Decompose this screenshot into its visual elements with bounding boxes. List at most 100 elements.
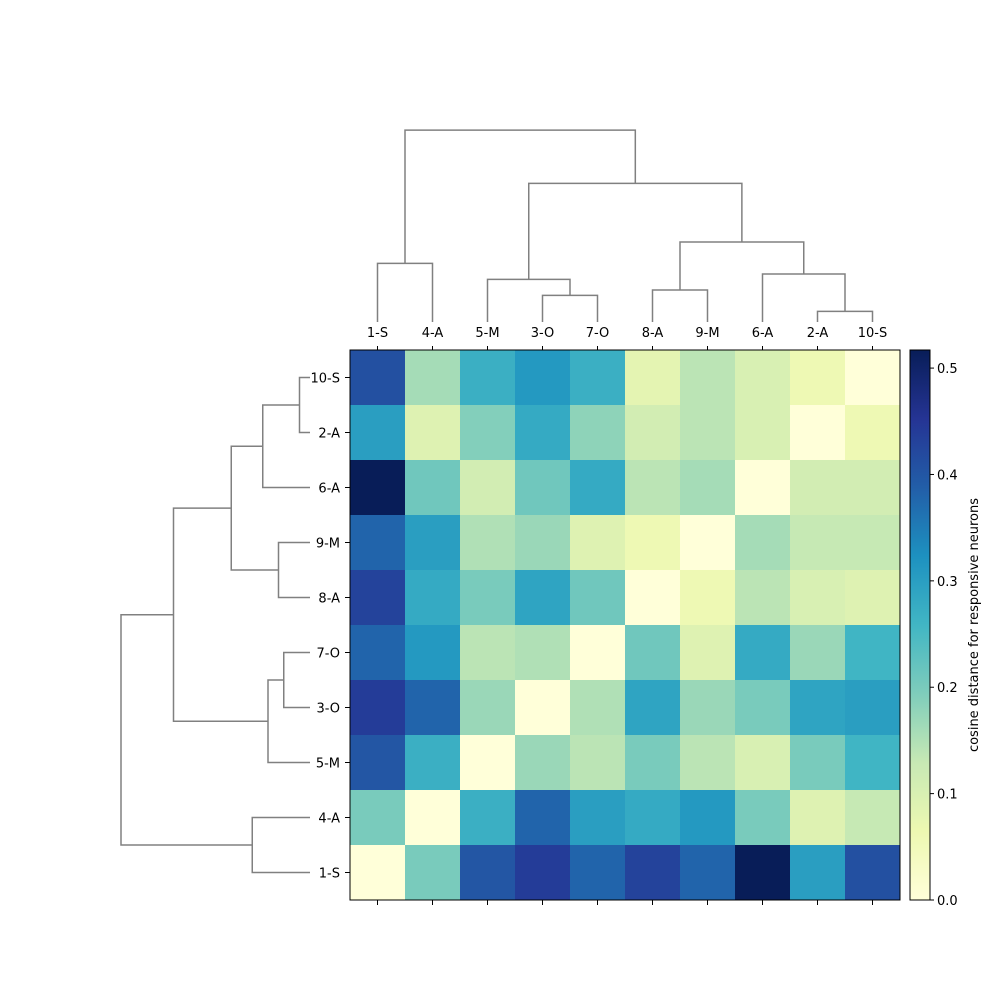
column-label: 3-O (531, 326, 555, 341)
column-dendrogram (376, 129, 874, 322)
column-label: 1-S (367, 326, 388, 341)
colorbar-tick-label: 0.5 (937, 362, 958, 377)
colorbar-label: cosine distance for responsive neurons (967, 498, 982, 752)
heatmap-cell (515, 680, 571, 736)
colorbar-gradient (910, 350, 930, 900)
heatmap-cell (570, 405, 626, 461)
heatmap-cell (405, 625, 461, 681)
heatmap-cell (350, 790, 406, 846)
heatmap-cell (680, 405, 736, 461)
heatmap-cell (405, 790, 461, 846)
heatmap-cell (680, 460, 736, 516)
heatmap-cell (350, 405, 406, 461)
heatmap (350, 350, 901, 901)
heatmap-cell (515, 845, 571, 901)
heatmap-cell (680, 845, 736, 901)
heatmap-cell (845, 735, 901, 791)
heatmap-cell (350, 845, 406, 901)
heatmap-cell (790, 405, 846, 461)
heatmap-frame (349, 349, 901, 901)
dendrogram-link (262, 404, 310, 489)
colorbar-tick-label: 0.2 (937, 681, 958, 696)
column-label: 6-A (752, 326, 774, 341)
heatmap-cell (460, 845, 516, 901)
heatmap-cell (405, 570, 461, 626)
heatmap-cell (680, 625, 736, 681)
dendrogram-link (816, 310, 874, 322)
heatmap-cell (515, 350, 571, 406)
heatmap-cell (460, 735, 516, 791)
dendrogram-link (267, 679, 310, 764)
row-label: 6-A (318, 482, 340, 497)
heatmap-cell (570, 680, 626, 736)
row-label: 9-M (316, 537, 340, 552)
heatmap-cell (350, 515, 406, 571)
heatmap-cell (350, 460, 406, 516)
dendrogram-link (679, 241, 805, 291)
heatmap-cell (845, 680, 901, 736)
heatmap-cell (680, 735, 736, 791)
heatmap-cell (845, 460, 901, 516)
heatmap-cell (405, 845, 461, 901)
heatmap-cell (405, 405, 461, 461)
heatmap-cell (735, 350, 791, 406)
dendrogram-link (283, 651, 310, 709)
heatmap-cell (790, 625, 846, 681)
heatmap-cell (570, 735, 626, 791)
heatmap-cell (570, 570, 626, 626)
heatmap-cell (845, 790, 901, 846)
colorbar: 0.0 0.1 0.2 0.3 0.4 0.5 cosine distance for r… (909, 349, 982, 909)
colorbar-frame (909, 349, 931, 901)
heatmap-cell (515, 790, 571, 846)
heatmap-cell (735, 405, 791, 461)
heatmap-cell (515, 570, 571, 626)
dendrogram-link (528, 182, 743, 280)
row-labels: 10-S 2-A 6-A 9-M 8-A 7-O 3-O 5-M 4-A 1-S (311, 372, 350, 882)
heatmap-cell (515, 625, 571, 681)
heatmap-cell (735, 625, 791, 681)
heatmap-cell (625, 460, 681, 516)
heatmap-cell (625, 570, 681, 626)
heatmap-cell (790, 460, 846, 516)
dendrogram-link (298, 376, 310, 434)
heatmap-cell (625, 680, 681, 736)
row-label: 10-S (311, 372, 341, 387)
heatmap-cell (625, 845, 681, 901)
colorbar-ticks: 0.0 0.1 0.2 0.3 0.4 0.5 (930, 362, 958, 909)
heatmap-cell (680, 570, 736, 626)
row-label: 1-S (319, 867, 340, 882)
heatmap-cell (460, 570, 516, 626)
column-labels: 1-S 4-A 5-M 3-O 7-O 8-A 9-M 6-A 2-A 10-S (367, 326, 887, 905)
column-label: 10-S (858, 326, 888, 341)
heatmap-cell (625, 625, 681, 681)
colorbar-tick-label: 0.3 (937, 575, 958, 590)
heatmap-cell (350, 625, 406, 681)
heatmap-cell (515, 515, 571, 571)
dendrogram-link (651, 289, 709, 322)
heatmap-cell (680, 350, 736, 406)
row-label: 2-A (318, 427, 340, 442)
heatmap-cell (735, 515, 791, 571)
heatmap-cell (405, 680, 461, 736)
dendrogram-link (761, 273, 846, 322)
heatmap-cell (790, 845, 846, 901)
heatmap-cell (845, 570, 901, 626)
heatmap-cell (625, 350, 681, 406)
colorbar-tick-label: 0.0 (937, 894, 958, 909)
dendrogram-link (541, 294, 599, 322)
column-label: 9-M (695, 326, 719, 341)
heatmap-cell (515, 735, 571, 791)
heatmap-cell (625, 790, 681, 846)
heatmap-cell (460, 515, 516, 571)
heatmap-cell (460, 625, 516, 681)
heatmap-cell (460, 680, 516, 736)
heatmap-cell (570, 790, 626, 846)
heatmap-cell (570, 515, 626, 571)
heatmap-cell (845, 515, 901, 571)
heatmap-cell (350, 680, 406, 736)
dendrogram-link (230, 445, 279, 571)
column-label: 8-A (642, 326, 664, 341)
dendrogram-link (277, 541, 310, 599)
heatmap-cell (735, 680, 791, 736)
heatmap-cell (350, 735, 406, 791)
